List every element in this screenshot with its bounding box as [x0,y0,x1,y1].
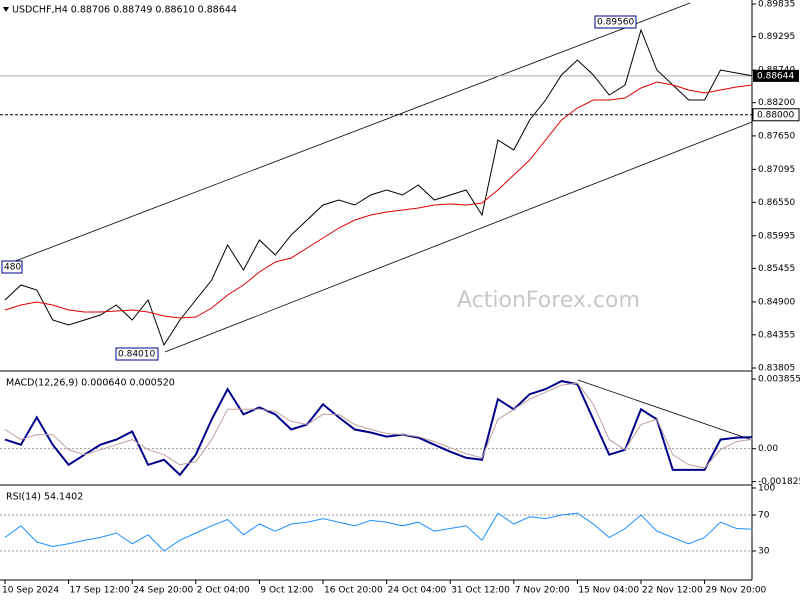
panel-title: RSI(14) 54.1402 [6,492,83,503]
trend-line [577,379,753,441]
x-tick-label: 15 Nov 04:00 [578,586,639,596]
series-line [4,512,753,552]
y-tick-label: 0.00 [758,444,778,454]
channel-line [164,121,753,353]
x-tick-label: 7 Nov 20:00 [515,586,570,596]
x-tick-label: 24 Sep 20:00 [133,586,193,596]
watermark: ActionForex.com [457,288,640,313]
y-tick-label: 0.89835 [758,0,795,9]
y-tick-label: 30 [758,547,770,557]
price-line [4,28,753,347]
annotation: 480 [4,263,21,273]
y-tick-label: 0.88200 [758,98,795,108]
y-tick-label: 0.85995 [758,231,795,241]
price-box [753,69,799,82]
level-box [752,108,800,122]
y-tick-label: 0.87095 [758,165,795,175]
x-tick-label: 17 Sep 12:00 [70,586,130,596]
y-tick-label: 0.84355 [758,330,795,340]
annotation-box [115,347,159,361]
channel-line [4,2,691,266]
x-tick-label: 10 Sep 2024 [2,586,59,596]
price-label: 0.88644 [757,71,794,81]
annotation-box [594,15,637,29]
y-tick-label: 0.89295 [758,32,795,42]
x-tick-label: 22 Nov 12:00 [642,586,703,596]
series-line [4,382,753,469]
y-tick-label: 70 [758,510,770,520]
x-tick-label: 24 Oct 04:00 [388,586,447,596]
x-tick-label: 2 Oct 04:00 [197,586,250,596]
y-tick-label: 0.85455 [758,264,795,274]
level-label: 0.88000 [757,110,794,120]
y-tick-label: 0.84900 [758,297,795,307]
y-tick-label: 0.83805 [758,364,795,374]
annotation: 0.84010 [118,350,155,360]
x-tick-label: 29 Nov 20:00 [706,586,767,596]
y-tick-label: 0.86550 [758,198,795,208]
y-tick-label: 0.003855 [758,375,800,385]
panel-title: USDCHF,H4 0.88706 0.88749 0.88610 0.8864… [12,5,237,16]
collapse-icon [3,7,9,12]
annotation: 0.89560 [597,18,634,28]
x-tick-label: 16 Oct 20:00 [324,586,383,596]
y-tick-label: 0.87650 [758,131,795,141]
panel-title: MACD(12,26,9) 0.000640 0.000520 [6,378,175,389]
series-line [4,81,753,319]
x-tick-label: 31 Oct 12:00 [451,586,510,596]
x-tick-label: 9 Oct 12:00 [260,586,313,596]
y-tick-label: -0.001825 [758,477,800,487]
annotation-box [1,260,23,274]
series-line [4,380,753,477]
y-tick-label: 100 [758,483,775,493]
